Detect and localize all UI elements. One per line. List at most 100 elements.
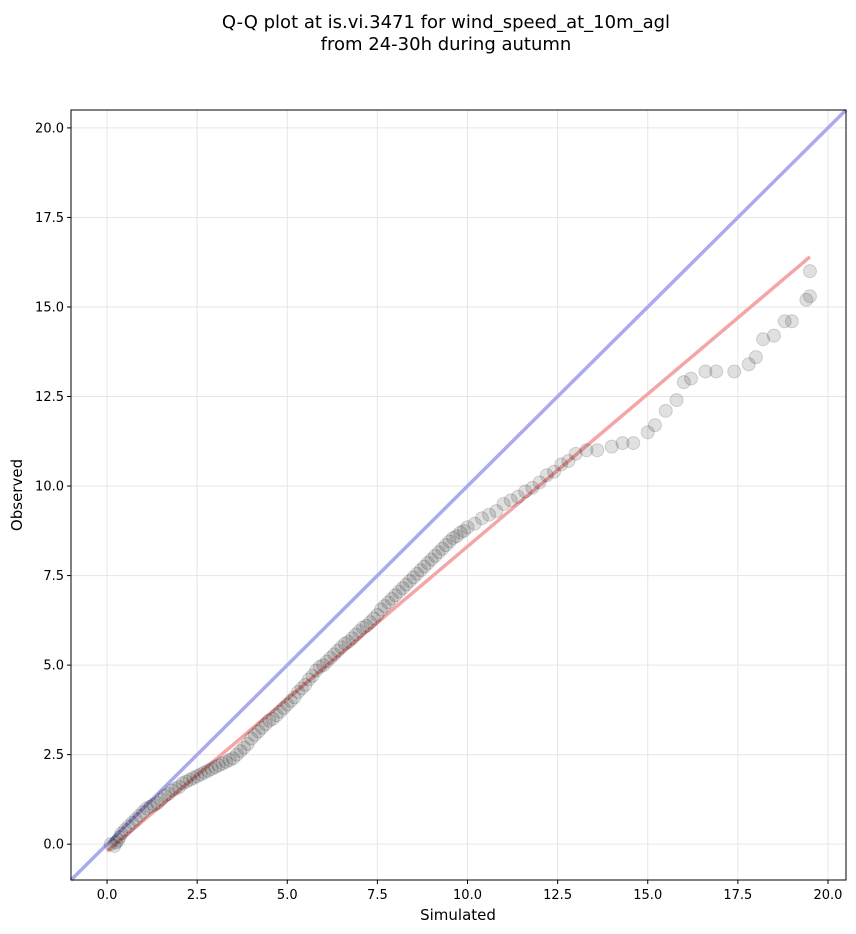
data-point	[647, 418, 662, 433]
data-point	[337, 636, 352, 651]
data-point	[355, 620, 370, 635]
data-point	[489, 504, 504, 519]
data-point	[438, 538, 453, 553]
data-point	[442, 534, 457, 549]
data-point	[741, 357, 756, 372]
x-tick-label: 17.5	[723, 888, 752, 903]
data-point	[374, 602, 388, 617]
data-point	[107, 838, 122, 853]
data-point	[503, 493, 518, 508]
data-point	[453, 525, 468, 540]
data-point	[222, 753, 237, 768]
data-point	[456, 523, 471, 538]
data-point	[219, 754, 233, 769]
data-point	[413, 563, 428, 578]
data-point	[777, 314, 792, 329]
data-point	[525, 480, 540, 495]
data-point	[431, 545, 446, 560]
data-point	[363, 615, 378, 630]
data-point	[377, 599, 392, 614]
data-point	[211, 758, 226, 773]
y-tick-label: 2.5	[43, 748, 64, 763]
y-tick-label: 15.0	[35, 300, 64, 315]
x-tick-label: 10.0	[453, 888, 482, 903]
data-point	[496, 496, 511, 511]
data-point	[482, 507, 497, 522]
data-point	[312, 659, 327, 674]
data-point	[417, 559, 432, 574]
data-point	[518, 484, 533, 499]
data-points	[103, 264, 817, 853]
data-point	[309, 663, 324, 678]
reference-lines	[69, 108, 848, 882]
data-point	[446, 530, 461, 545]
data-point	[449, 529, 464, 544]
data-point	[784, 314, 799, 329]
data-point	[579, 443, 594, 458]
data-point	[186, 770, 201, 785]
data-point	[345, 631, 360, 646]
y-tick-label: 5.0	[43, 659, 64, 674]
data-point	[182, 772, 197, 787]
data-point	[139, 801, 154, 816]
y-tick-label: 12.5	[35, 390, 64, 405]
y-axis-label: Observed	[8, 459, 26, 531]
data-point	[298, 677, 313, 692]
data-point	[118, 822, 133, 837]
data-point	[424, 552, 439, 567]
x-axis-label: Simulated	[420, 906, 496, 924]
y-tick-label: 20.0	[35, 121, 64, 136]
x-tick-label: 15.0	[633, 888, 662, 903]
data-point	[132, 808, 147, 823]
data-point	[802, 289, 817, 304]
data-point	[172, 779, 187, 794]
data-point	[799, 292, 814, 307]
data-point	[428, 548, 443, 563]
x-tick-label: 20.0	[814, 888, 843, 903]
y-tick-label: 17.5	[35, 211, 64, 226]
data-point	[179, 774, 194, 789]
data-point	[420, 556, 435, 571]
data-point	[676, 375, 691, 390]
data-point	[381, 595, 396, 610]
data-point	[467, 516, 482, 531]
data-point	[727, 364, 742, 379]
data-point	[474, 511, 489, 526]
data-point	[392, 584, 407, 599]
plot-frame	[70, 109, 847, 881]
data-point	[287, 690, 302, 705]
data-point	[669, 393, 684, 408]
data-point	[658, 403, 673, 418]
data-point	[384, 591, 399, 606]
data-point	[273, 704, 288, 719]
data-point	[190, 769, 205, 784]
data-point	[265, 711, 280, 726]
data-point	[348, 627, 363, 642]
data-point	[150, 796, 165, 810]
y-tick-label: 0.0	[43, 838, 64, 853]
data-point	[237, 740, 252, 755]
y-tick-label: 7.5	[43, 569, 64, 584]
data-point	[240, 736, 255, 751]
data-point	[323, 650, 338, 665]
data-point	[366, 611, 381, 626]
data-point	[262, 713, 277, 728]
y-axis-ticks: 0.0 2.5 5.0 7.5 10.0 12.5 15.0 17.5 20.0	[35, 121, 71, 853]
data-point	[561, 453, 576, 468]
data-point	[128, 812, 143, 827]
data-point	[388, 588, 403, 603]
data-point	[164, 783, 179, 798]
data-point	[247, 727, 262, 742]
data-point	[283, 693, 298, 708]
data-point	[684, 371, 698, 386]
data-point	[269, 708, 284, 723]
data-point	[175, 776, 190, 791]
data-point	[251, 724, 266, 739]
data-point	[352, 624, 367, 639]
data-point	[110, 833, 125, 848]
data-point	[208, 760, 223, 775]
data-point	[316, 658, 331, 673]
data-point	[698, 364, 713, 379]
data-point	[766, 328, 781, 343]
data-point	[112, 830, 127, 845]
